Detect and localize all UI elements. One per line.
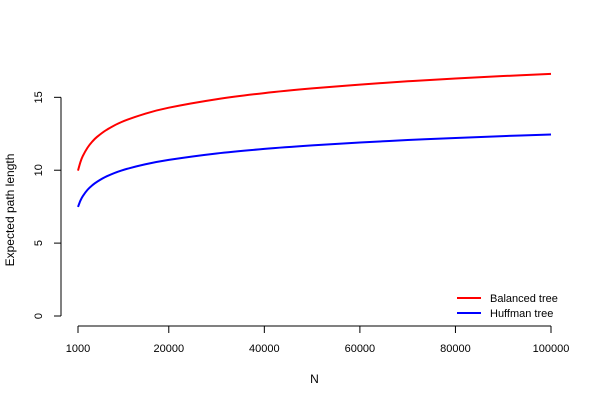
x-tick-label: 40000 xyxy=(249,343,280,355)
legend: Balanced tree Huffman tree xyxy=(457,293,558,320)
x-axis-title: N xyxy=(310,372,319,386)
y-tick-label: 15 xyxy=(33,91,45,103)
x-tick-label: 80000 xyxy=(440,343,471,355)
y-tick-label: 5 xyxy=(33,240,45,246)
series-line-huffman-tree xyxy=(77,133,552,208)
y-tick-label: 10 xyxy=(33,164,45,176)
x-tick-label: 1000 xyxy=(66,343,90,355)
x-tick-label: 60000 xyxy=(345,343,376,355)
x-tick-label: 100000 xyxy=(533,343,570,355)
axes-layer: 1000 20000 40000 60000 80000 100000 0 5 10 15 xyxy=(33,91,569,355)
y-axis-title: Expected path length xyxy=(3,154,17,267)
series-line-balanced-tree xyxy=(77,72,552,171)
legend-label-balanced-tree: Balanced tree xyxy=(490,293,558,305)
x-ticks: 1000 20000 40000 60000 80000 100000 xyxy=(66,326,570,355)
legend-label-huffman-tree: Huffman tree xyxy=(490,308,553,320)
y-ticks: 0 5 10 15 xyxy=(33,91,61,319)
y-tick-label: 0 xyxy=(33,313,45,319)
x-tick-label: 20000 xyxy=(153,343,184,355)
series-layer xyxy=(77,72,552,208)
